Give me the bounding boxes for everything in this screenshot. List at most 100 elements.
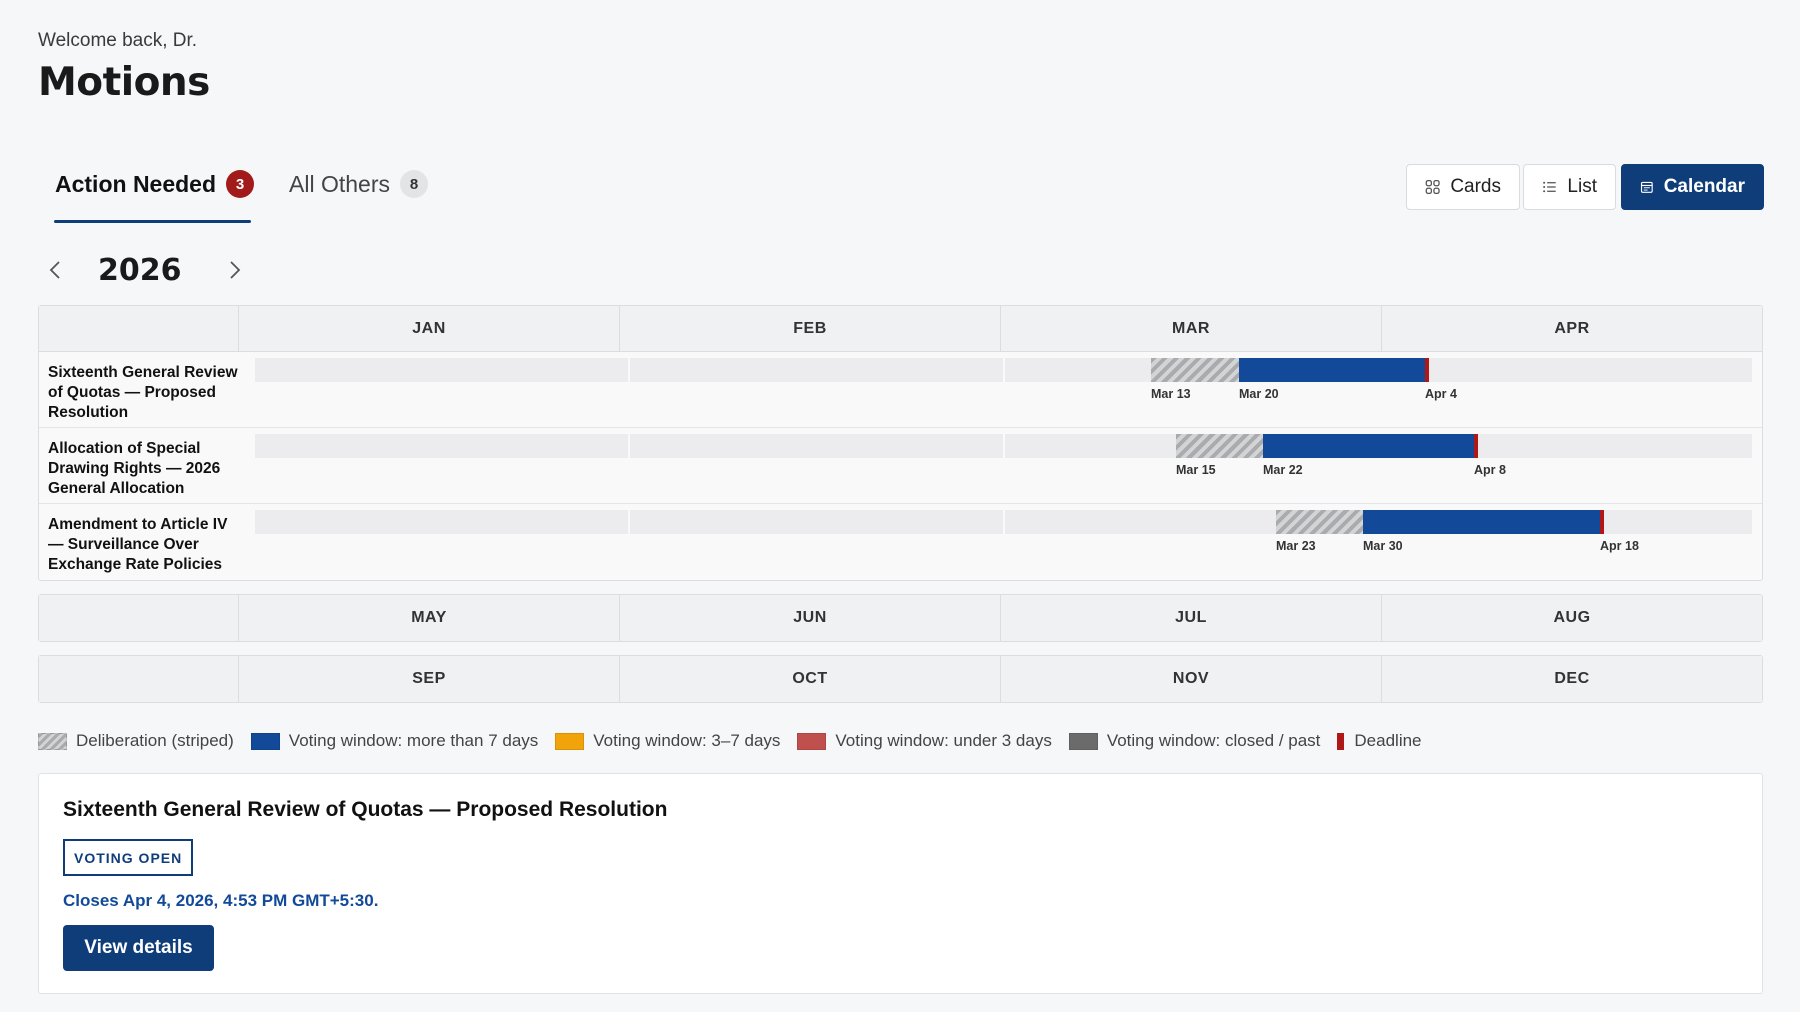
label-column-header bbox=[39, 306, 239, 351]
legend-label: Voting window: more than 7 days bbox=[288, 731, 539, 750]
calendar-quarter-3: SEP OCT NOV DEC bbox=[38, 655, 1763, 703]
view-details-button[interactable]: View details bbox=[63, 925, 214, 971]
calendar-view-button[interactable]: Calendar bbox=[1621, 164, 1764, 210]
grid-icon bbox=[1425, 179, 1440, 195]
motion-name: Sixteenth General Review of Quotas — Pro… bbox=[48, 364, 238, 421]
calendar-label: Calendar bbox=[1663, 176, 1745, 197]
legend-item: Voting window: more than 7 days bbox=[250, 731, 539, 751]
timeline-track: Mar 23 Mar 30 Apr 18 bbox=[255, 510, 1752, 553]
legend-item: Voting window: 3–7 days bbox=[555, 731, 780, 751]
month-header: AUG bbox=[1553, 609, 1591, 626]
deliberation-bar[interactable] bbox=[1176, 434, 1263, 458]
month-header-row: SEP OCT NOV DEC bbox=[39, 656, 1762, 702]
motion-name: Amendment to Article IV — Surveillance O… bbox=[48, 516, 228, 573]
year-label: 2026 bbox=[98, 252, 182, 288]
list-icon bbox=[1543, 181, 1556, 193]
month-header: JUL bbox=[1001, 595, 1382, 641]
voting-start-label: Mar 22 bbox=[1263, 463, 1303, 477]
month-header: OCT bbox=[620, 656, 1001, 702]
deadline-marker bbox=[1600, 510, 1604, 534]
legend-swatch bbox=[1068, 732, 1098, 750]
cards-label: Cards bbox=[1450, 176, 1501, 197]
detail-title: Sixteenth General Review of Quotas — Pro… bbox=[63, 798, 668, 821]
legend-label: Voting window: closed / past bbox=[1106, 731, 1321, 750]
voting-start-label: Mar 30 bbox=[1363, 539, 1403, 553]
motion-row[interactable]: Amendment to Article IV — Surveillance O… bbox=[39, 504, 1762, 580]
deadline-label: Apr 18 bbox=[1600, 539, 1639, 553]
legend-item: Deliberation (striped) bbox=[38, 731, 234, 751]
calendar-quarter-1: JAN FEB MAR APR Sixteenth General Review… bbox=[38, 305, 1763, 581]
chevron-right-icon bbox=[229, 261, 240, 279]
status-badge: VOTING OPEN bbox=[63, 839, 194, 876]
next-year-button[interactable] bbox=[220, 250, 250, 290]
tab-label: All Others bbox=[289, 170, 390, 197]
month-track bbox=[630, 434, 1003, 458]
month-track bbox=[630, 358, 1003, 382]
legend-item: Deadline bbox=[1337, 731, 1422, 751]
month-header: FEB bbox=[620, 306, 1001, 351]
voting-start-label: Mar 20 bbox=[1239, 387, 1279, 401]
legend-label: Deliberation (striped) bbox=[76, 731, 234, 750]
motion-name: Allocation of Special Drawing Rights — 2… bbox=[48, 440, 221, 497]
list-label: List bbox=[1567, 176, 1597, 197]
motion-row[interactable]: Allocation of Special Drawing Rights — 2… bbox=[39, 428, 1762, 504]
tab-label: Action Needed bbox=[55, 170, 217, 197]
legend: Deliberation (striped) Voting window: mo… bbox=[38, 731, 1439, 751]
deliberation-start-label: Mar 15 bbox=[1176, 463, 1216, 477]
legend-swatch bbox=[555, 732, 585, 750]
timeline-track: Mar 15 Mar 22 Apr 8 bbox=[255, 434, 1752, 477]
deadline-marker bbox=[1425, 358, 1429, 382]
legend-swatch bbox=[250, 732, 280, 750]
month-header: NOV bbox=[1001, 656, 1382, 702]
legend-item: Voting window: under 3 days bbox=[797, 731, 1052, 751]
legend-label: Deadline bbox=[1354, 731, 1422, 750]
legend-item: Voting window: closed / past bbox=[1068, 731, 1321, 751]
page-title: Motions bbox=[38, 60, 210, 105]
cards-view-button[interactable]: Cards bbox=[1406, 164, 1520, 210]
month-header: MAY bbox=[239, 595, 620, 641]
month-track bbox=[255, 510, 628, 534]
tab-action-needed[interactable]: Action Needed 3 bbox=[55, 170, 255, 198]
timeline-track: Mar 13 Mar 20 Apr 4 bbox=[255, 358, 1752, 401]
month-header: SEP bbox=[239, 656, 620, 702]
month-header: DEC bbox=[1554, 670, 1590, 687]
welcome-text: Welcome back, Dr. bbox=[38, 30, 198, 51]
deliberation-bar[interactable] bbox=[1276, 510, 1363, 534]
calendar-quarter-2: MAY JUN JUL AUG bbox=[38, 594, 1763, 642]
calendar-icon bbox=[1640, 181, 1653, 193]
legend-swatch bbox=[797, 732, 827, 750]
label-column-header bbox=[39, 656, 239, 702]
month-track bbox=[255, 434, 628, 458]
month-header-row: JAN FEB MAR APR bbox=[39, 306, 1762, 352]
month-header: JAN bbox=[239, 306, 620, 351]
count-badge: 8 bbox=[399, 170, 428, 198]
label-column-header bbox=[39, 595, 239, 641]
count-badge: 3 bbox=[226, 170, 255, 198]
deadline-marker bbox=[1474, 434, 1478, 458]
deliberation-bar[interactable] bbox=[1151, 358, 1239, 382]
legend-swatch bbox=[1337, 732, 1345, 750]
previous-year-button[interactable] bbox=[40, 250, 70, 290]
voting-bar[interactable] bbox=[1263, 434, 1476, 458]
list-view-button[interactable]: List bbox=[1523, 164, 1616, 210]
tab-all-others[interactable]: All Others 8 bbox=[289, 170, 428, 198]
closes-text: Closes Apr 4, 2026, 4:53 PM GMT+5:30. bbox=[63, 891, 379, 910]
month-header: MAR bbox=[1001, 306, 1382, 351]
motion-detail-card: Sixteenth General Review of Quotas — Pro… bbox=[38, 773, 1763, 994]
legend-label: Voting window: under 3 days bbox=[835, 731, 1052, 750]
voting-bar[interactable] bbox=[1363, 510, 1602, 534]
month-header-row: MAY JUN JUL AUG bbox=[39, 595, 1762, 641]
legend-label: Voting window: 3–7 days bbox=[593, 731, 781, 750]
deadline-label: Apr 8 bbox=[1474, 463, 1506, 477]
year-navigation: 2026 bbox=[40, 250, 250, 290]
month-header: JUN bbox=[620, 595, 1001, 641]
month-track bbox=[630, 510, 1003, 534]
chevron-left-icon bbox=[49, 261, 60, 279]
legend-swatch bbox=[38, 732, 67, 750]
month-track bbox=[255, 358, 628, 382]
voting-bar[interactable] bbox=[1239, 358, 1427, 382]
deliberation-start-label: Mar 13 bbox=[1151, 387, 1191, 401]
active-tab-indicator bbox=[54, 220, 251, 223]
motion-row[interactable]: Sixteenth General Review of Quotas — Pro… bbox=[39, 352, 1762, 428]
deliberation-start-label: Mar 23 bbox=[1276, 539, 1316, 553]
